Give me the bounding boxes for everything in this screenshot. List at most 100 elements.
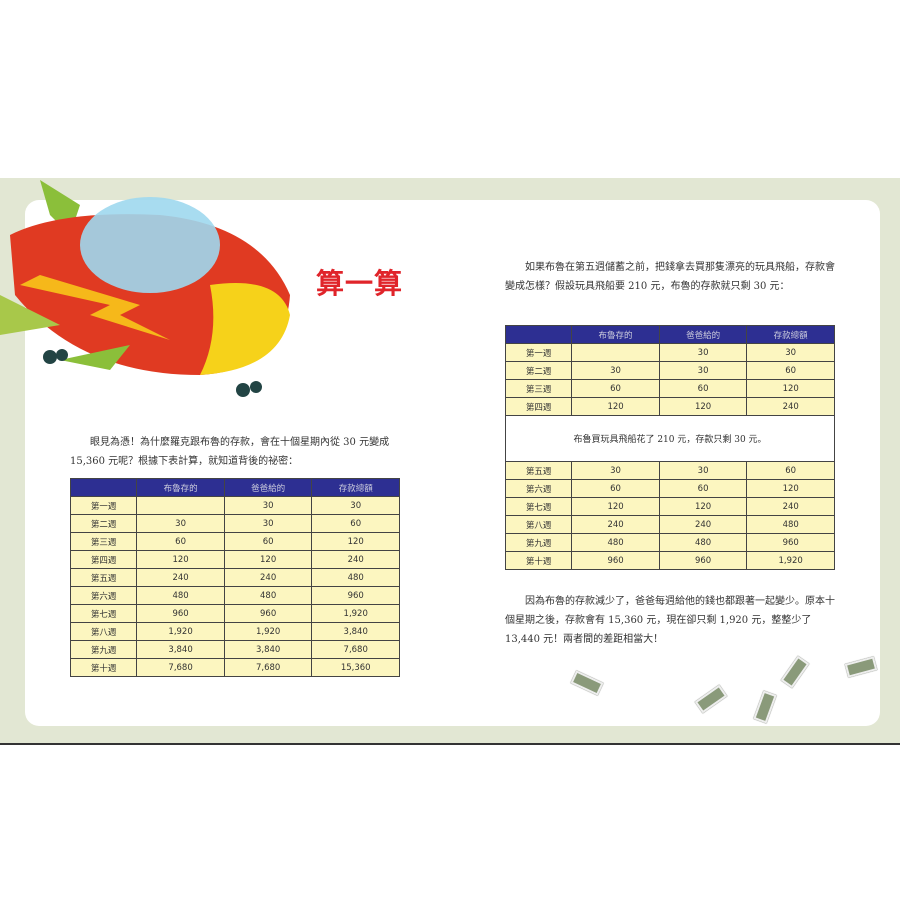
value-cell: 120: [571, 497, 660, 516]
week-cell: 第八週: [504, 515, 573, 534]
left-savings-table: 布魯存的 爸爸給的 存款總額 第一週 30 30 第二週 30 30 60 第三週 60 60 12…: [69, 478, 400, 677]
table-row: 第五週 30 30 60: [504, 461, 835, 480]
value-cell: 7,680: [136, 658, 225, 677]
week-cell: 第四週: [504, 397, 573, 416]
week-cell: 第三週: [504, 379, 573, 398]
value-cell: 60: [746, 461, 835, 480]
value-cell: 15,360: [311, 658, 400, 677]
header-cell: 布魯存的: [136, 478, 225, 497]
page-title: 算一算: [316, 267, 404, 300]
value-cell: 60: [571, 479, 660, 498]
value-cell: 30: [223, 514, 313, 533]
value-cell: 480: [136, 586, 225, 605]
week-cell: 第十週: [69, 658, 138, 677]
header-cell: 爸爸給的: [658, 325, 748, 344]
table-row: 第六週 480 480 960: [69, 586, 400, 605]
week-cell: 第九週: [504, 533, 573, 552]
table-row: 第十週 7,680 7,680 15,360: [69, 658, 400, 677]
week-cell: 第五週: [69, 568, 138, 587]
week-cell: 第二週: [504, 361, 573, 380]
conclusion-text: 因為布魯的存款減少了，爸爸每週給他的錢也都跟著一起變少。原本十個星期之後，存款會…: [505, 596, 835, 645]
value-cell: 480: [746, 515, 835, 534]
value-cell: [136, 496, 225, 515]
table-header-row: 布魯存的 爸爸給的 存款總額: [504, 325, 835, 344]
value-cell: 7,680: [223, 658, 313, 677]
value-cell: 60: [658, 479, 748, 498]
value-cell: 120: [746, 479, 835, 498]
value-cell: 120: [311, 532, 400, 551]
table-row: 第二週 30 30 60: [69, 514, 400, 533]
week-cell: 第二週: [69, 514, 138, 533]
value-cell: 960: [746, 533, 835, 552]
header-cell: 存款總額: [311, 478, 400, 497]
value-cell: 480: [658, 533, 748, 552]
week-cell: 第八週: [69, 622, 138, 641]
value-cell: 480: [223, 586, 313, 605]
week-cell: 第一週: [504, 343, 573, 362]
value-cell: 120: [136, 550, 225, 569]
value-cell: 480: [311, 568, 400, 587]
value-cell: 30: [746, 343, 835, 362]
week-cell: 第十週: [504, 551, 573, 570]
week-cell: 第六週: [69, 586, 138, 605]
value-cell: 240: [311, 550, 400, 569]
week-cell: 第六週: [504, 479, 573, 498]
value-cell: 60: [658, 379, 748, 398]
value-cell: 60: [311, 514, 400, 533]
value-cell: 240: [223, 568, 313, 587]
value-cell: 960: [136, 604, 225, 623]
table-header-row: 布魯存的 爸爸給的 存款總額: [69, 478, 400, 497]
table-row: 第二週 30 30 60: [504, 361, 835, 380]
value-cell: 30: [223, 496, 313, 515]
header-cell: 布魯存的: [571, 325, 660, 344]
table-row: 第三週 60 60 120: [504, 379, 835, 398]
value-cell: 30: [658, 343, 748, 362]
week-cell: 第四週: [69, 550, 138, 569]
value-cell: 7,680: [311, 640, 400, 659]
table-row: 第四週 120 120 240: [69, 550, 400, 569]
purchase-note: 布魯買玩具飛船花了 210 元，存款只剩 30 元。: [505, 415, 835, 462]
table-row: 第一週 30 30: [504, 343, 835, 362]
rocket-ship-illustration: [0, 180, 290, 397]
value-cell: 120: [658, 397, 748, 416]
value-cell: 60: [223, 532, 313, 551]
value-cell: 240: [746, 397, 835, 416]
value-cell: 30: [571, 461, 660, 480]
value-cell: 60: [136, 532, 225, 551]
value-cell: 240: [658, 515, 748, 534]
header-cell: 爸爸給的: [223, 478, 313, 497]
value-cell: 120: [571, 397, 660, 416]
value-cell: 120: [223, 550, 313, 569]
table-row: 第三週 60 60 120: [69, 532, 400, 551]
table-row: 第一週 30 30: [69, 496, 400, 515]
week-cell: 第七週: [69, 604, 138, 623]
value-cell: 240: [136, 568, 225, 587]
table-row: 第五週 240 240 480: [69, 568, 400, 587]
value-cell: 1,920: [136, 622, 225, 641]
value-cell: 240: [571, 515, 660, 534]
value-cell: 1,920: [223, 622, 313, 641]
value-cell: 960: [223, 604, 313, 623]
table-row: 第九週 3,840 3,840 7,680: [69, 640, 400, 659]
value-cell: 120: [746, 379, 835, 398]
value-cell: 120: [658, 497, 748, 516]
value-cell: 960: [658, 551, 748, 570]
table-row: 第七週 120 120 240: [504, 497, 835, 516]
right-savings-table: 布魯存的 爸爸給的 存款總額 第一週 30 30 第二週 30 30 60 第三週 60 60 12…: [504, 325, 835, 570]
value-cell: 30: [136, 514, 225, 533]
value-cell: 60: [746, 361, 835, 380]
value-cell: 30: [658, 361, 748, 380]
left-intro-text: 眼見為憑！為什麼羅克跟布魯的存款，會在十個星期內從 30 元變成 15,360 …: [70, 437, 390, 467]
value-cell: 30: [658, 461, 748, 480]
value-cell: 3,840: [311, 622, 400, 641]
value-cell: 3,840: [223, 640, 313, 659]
table-row: 第十週 960 960 1,920: [504, 551, 835, 570]
week-cell: 第九週: [69, 640, 138, 659]
value-cell: 30: [311, 496, 400, 515]
value-cell: 3,840: [136, 640, 225, 659]
value-cell: 1,920: [311, 604, 400, 623]
table-row: 第四週 120 120 240: [504, 397, 835, 416]
week-cell: 第七週: [504, 497, 573, 516]
value-cell: 60: [571, 379, 660, 398]
value-cell: 960: [571, 551, 660, 570]
